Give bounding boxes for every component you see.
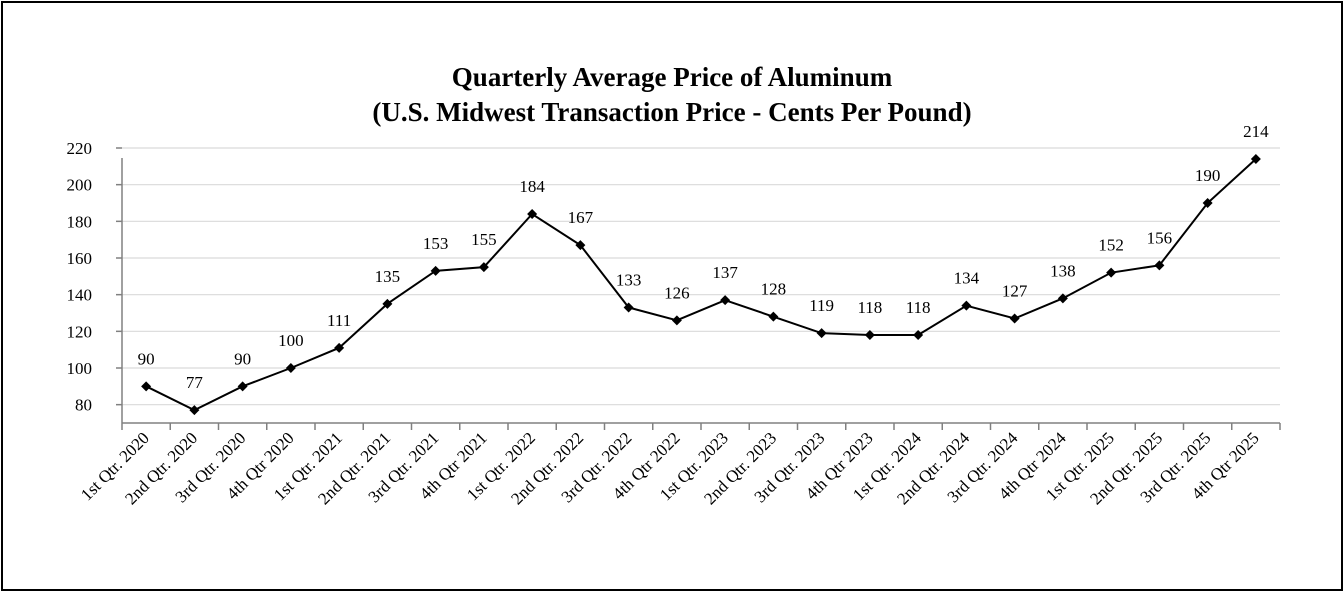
data-point-marker [382,298,393,309]
data-label: 119 [809,296,834,315]
data-point-marker [237,381,248,392]
data-point-marker [1106,267,1117,278]
data-label: 152 [1098,236,1124,255]
data-label: 214 [1243,122,1269,141]
data-point-marker [189,405,200,416]
data-point-marker [961,300,972,311]
data-label: 135 [375,267,401,286]
y-tick-label: 140 [67,286,93,305]
data-point-marker [141,381,152,392]
price-series [141,154,1261,416]
y-tick-label: 160 [67,249,93,268]
chart-subtitle: (U.S. Midwest Transaction Price - Cents … [372,97,971,127]
data-point-marker [913,330,924,340]
data-point-marker [1154,260,1165,271]
data-label: 190 [1195,166,1221,185]
data-label: 90 [138,349,155,368]
data-label: 118 [857,298,882,317]
data-label: 100 [278,331,304,350]
data-label: 167 [568,208,594,227]
y-tick-label: 220 [67,139,93,158]
data-point-marker [1009,313,1020,324]
gridlines [122,147,1280,406]
data-label: 137 [712,263,738,282]
y-tick-label: 80 [75,396,92,415]
data-label: 184 [519,177,545,196]
y-tick-label: 200 [67,176,93,195]
data-point-marker [430,265,441,276]
data-point-marker [575,240,586,251]
data-point-marker [1250,154,1261,164]
data-point-marker [285,363,296,373]
y-tick-label: 120 [67,322,93,341]
data-point-marker [816,328,827,339]
y-tick-label: 180 [67,212,93,231]
data-label: 153 [423,234,449,253]
data-label: 128 [761,280,787,299]
data-label: 126 [664,283,690,302]
data-point-marker [720,295,731,306]
series-line [145,158,1257,412]
data-point-marker [334,342,345,353]
data-label: 155 [471,230,497,249]
data-label: 111 [327,311,351,330]
data-label: 127 [1002,282,1028,301]
data-point-marker [478,262,489,273]
data-point-marker [527,209,538,219]
data-label: 138 [1050,261,1076,280]
data-point-marker [864,330,875,340]
data-point-marker [671,315,682,326]
data-point-marker [768,311,779,322]
data-label: 77 [186,373,204,392]
data-point-marker [623,302,634,313]
data-label: 90 [234,349,251,368]
data-label: 133 [616,271,642,290]
data-label: 156 [1147,228,1173,247]
chart-title: Quarterly Average Price of Aluminum [452,62,893,92]
data-point-marker [1057,293,1068,304]
data-label: 118 [906,298,931,317]
data-labels: 90 77 90 100 111 135 153 155 184 167 133 126 137 128 1… [138,122,1270,392]
y-tick-label: 100 [67,359,93,378]
data-label: 134 [954,269,980,288]
data-point-marker [1202,198,1213,208]
